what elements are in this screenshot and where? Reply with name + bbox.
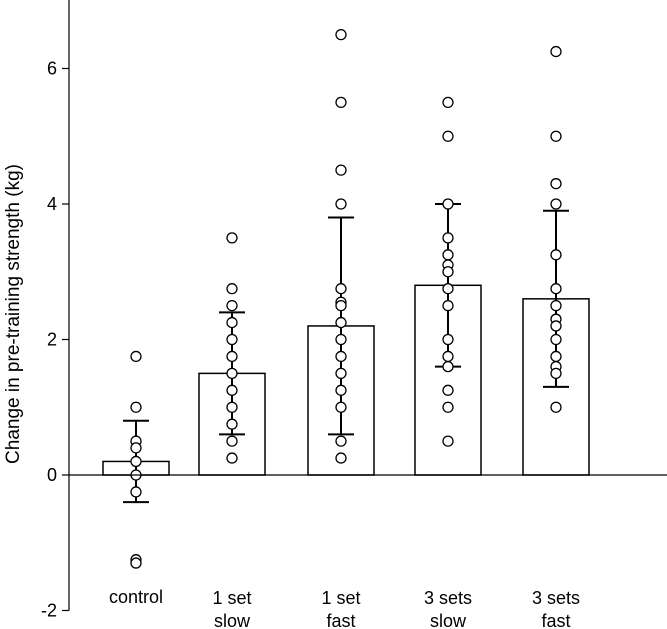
data-point [335,401,347,413]
data-point [335,333,347,346]
data-point [130,350,142,363]
data-point [226,435,238,447]
y-tick-label: 6 [47,59,57,79]
y-tick-label: 4 [47,194,57,214]
data-point [130,455,142,468]
category-label-line1: 3 sets [532,588,580,608]
data-point [335,28,347,41]
data-point [550,350,562,363]
y-tick-label: 2 [47,330,57,350]
bars [102,284,590,476]
category-label-line1: 3 sets [424,588,472,608]
data-point [226,418,238,430]
points-group-4 [550,45,562,413]
data-point [550,320,562,332]
data-point [442,266,454,278]
data-point [335,384,347,396]
data-point [335,316,347,329]
data-point [550,178,562,190]
data-point [335,283,347,295]
data-point [550,367,562,380]
category-label-line1: 1 set [212,588,251,608]
category-label-line2: slow [214,611,251,629]
data-point [550,333,562,346]
data-point [226,401,238,413]
y-tick-label: 0 [47,465,57,485]
data-point [442,350,454,363]
data-points [130,28,562,569]
data-point [130,486,142,498]
data-point [335,452,347,464]
data-point [442,401,454,413]
data-point [442,360,454,373]
data-point [550,299,562,312]
data-point [130,557,142,569]
data-point [442,435,454,447]
data-point [442,384,454,396]
data-point [226,452,238,464]
data-point [335,367,347,380]
points-group-2 [335,28,347,464]
data-point [226,316,238,329]
data-point [130,442,142,454]
data-point [442,232,454,244]
data-point [550,198,562,210]
data-point [130,401,142,413]
points-group-0 [130,350,142,569]
y-tick-label: -2 [41,601,57,621]
data-point [442,130,454,142]
data-point [226,283,238,295]
data-point [335,96,347,109]
data-point [442,283,454,295]
data-point [442,198,454,210]
data-point [335,164,347,176]
data-point [335,350,347,363]
data-point [550,130,562,142]
data-point [335,198,347,210]
points-group-3 [442,96,454,447]
y-axis-title: Change in pre-training strength (kg) [3,164,24,464]
data-point [226,367,238,380]
data-point [442,96,454,109]
data-point [226,350,238,363]
category-label-line2: slow [430,611,467,629]
points-group-1 [226,232,238,464]
data-point [442,333,454,346]
data-point [226,232,238,244]
axes [62,0,667,612]
data-point [442,249,454,261]
data-point [335,299,347,312]
data-point [550,45,562,58]
data-point [226,384,238,396]
data-point [226,299,238,312]
data-point [550,283,562,295]
data-point [335,435,347,447]
category-label-line2: fast [326,611,355,629]
data-point [550,249,562,261]
data-point [442,299,454,312]
labels: -2 0 2 4 6 control 1 set slow 1 set fast 3 sets slo… [41,59,580,629]
category-label: control [109,587,163,607]
category-label-line1: 1 set [321,588,360,608]
data-point [226,333,238,346]
category-label-line2: fast [541,611,570,629]
data-point [550,401,562,413]
